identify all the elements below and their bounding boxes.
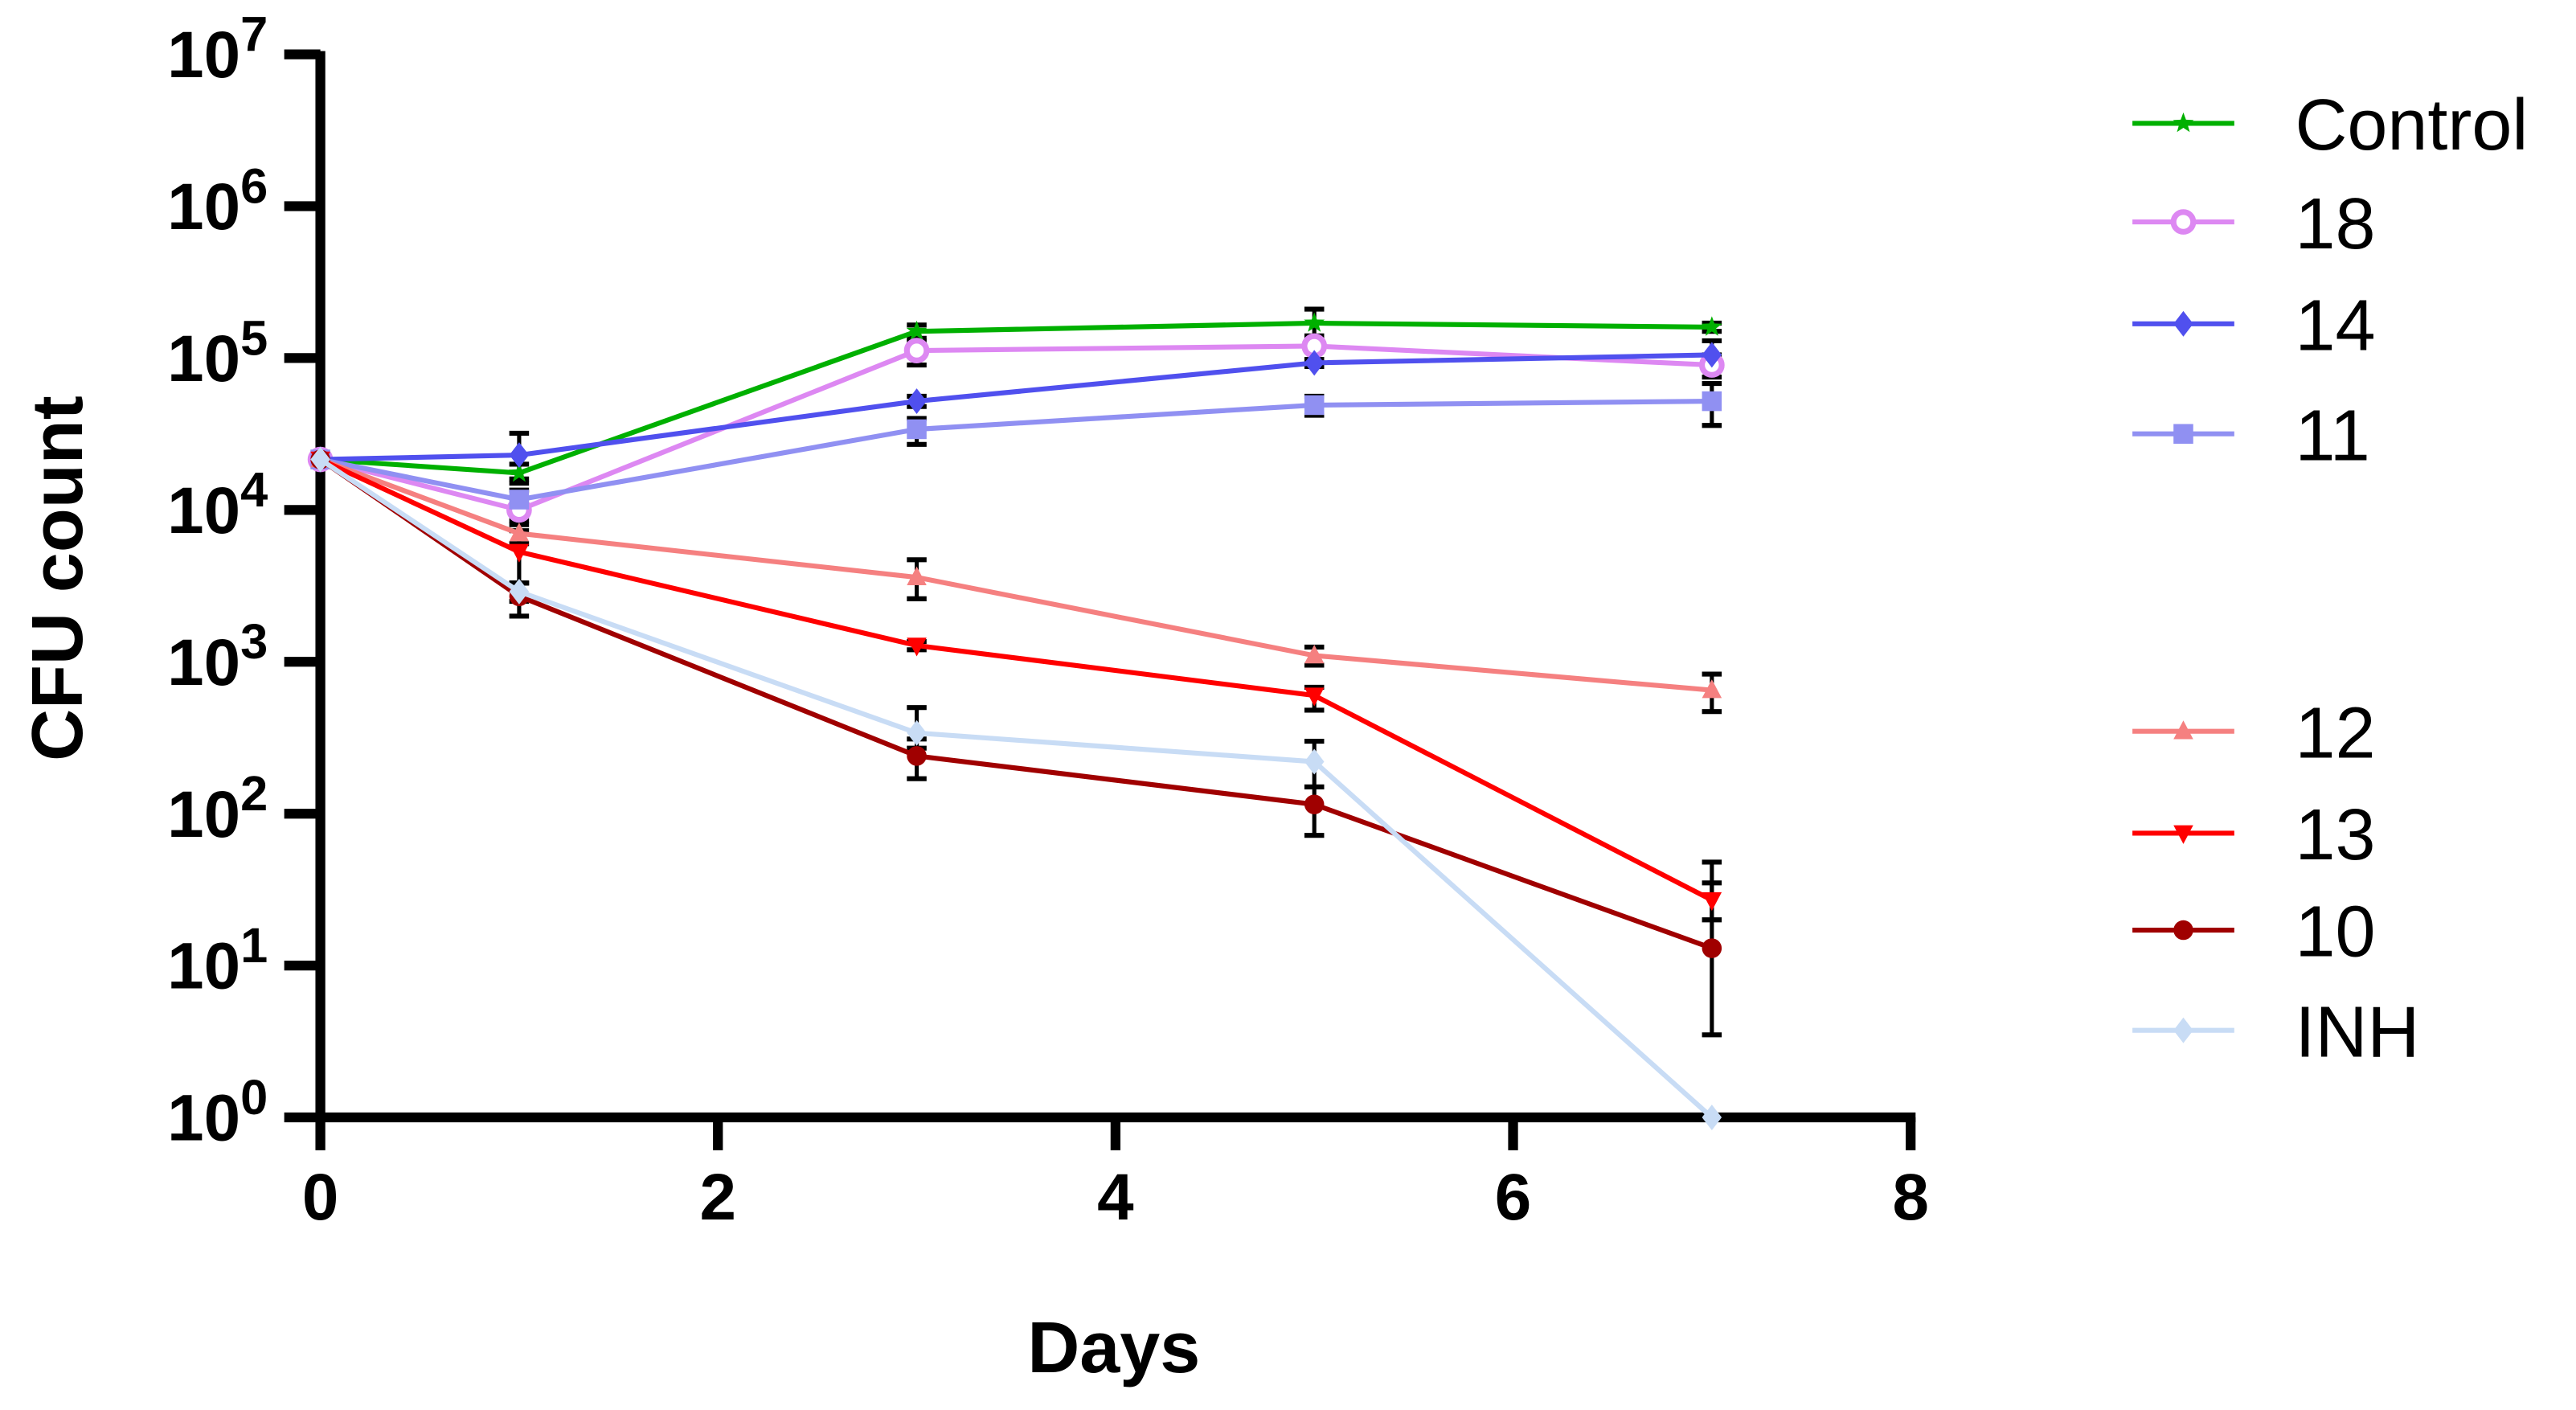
triangle-down-marker bbox=[1304, 687, 1325, 707]
y-tick-label: 100 bbox=[167, 1069, 268, 1155]
diamond-marker bbox=[509, 578, 530, 605]
triangle-up-marker bbox=[2173, 720, 2193, 740]
y-tick-label: 107 bbox=[167, 6, 268, 92]
plot-area: 0 2 4 6 8 100 101 102 103 104 105 106 107 Control 18 14… bbox=[167, 6, 2528, 1233]
circle-marker bbox=[1702, 938, 1722, 958]
series-control-line bbox=[320, 320, 1712, 476]
x-tick-label: 4 bbox=[1097, 1161, 1134, 1234]
diamond-marker bbox=[907, 719, 927, 746]
square-marker bbox=[509, 490, 530, 510]
star-marker bbox=[2173, 112, 2194, 133]
legend-item: 13 bbox=[2132, 795, 2376, 875]
x-tick-label: 8 bbox=[1892, 1161, 1928, 1234]
legend-label: 14 bbox=[2295, 285, 2375, 366]
star-marker bbox=[1304, 312, 1325, 332]
diamond-marker bbox=[1702, 342, 1722, 368]
legend-item: 18 bbox=[2132, 184, 2376, 264]
diamond-marker bbox=[2173, 310, 2193, 337]
circle-marker bbox=[907, 746, 927, 766]
legend-label: 18 bbox=[2295, 184, 2375, 264]
y-tick-label: 105 bbox=[167, 309, 268, 396]
y-axis-label: CFU count bbox=[18, 396, 98, 761]
square-marker bbox=[907, 419, 927, 440]
diamond-marker bbox=[1702, 1105, 1722, 1130]
square-marker bbox=[1304, 395, 1325, 416]
y-tick-label: 102 bbox=[167, 765, 268, 851]
diamond-marker bbox=[310, 446, 330, 473]
triangle-down-marker bbox=[907, 637, 927, 657]
legend: Control 18 14 11 12 13 10 INH bbox=[2132, 85, 2528, 1072]
legend-item: INH bbox=[2132, 992, 2419, 1072]
triangle-down-marker bbox=[2173, 825, 2193, 844]
square-marker bbox=[2173, 424, 2193, 445]
circle-marker bbox=[2173, 920, 2193, 941]
series-13-line bbox=[319, 457, 1714, 903]
open-circle-marker bbox=[903, 338, 930, 363]
triangle-up-marker bbox=[1304, 644, 1325, 664]
series-12 bbox=[310, 449, 1722, 699]
legend-label: INH bbox=[2295, 992, 2419, 1072]
legend-item: Control bbox=[2132, 85, 2528, 166]
series-inh bbox=[310, 446, 1722, 1130]
y-tick-label: 103 bbox=[167, 613, 268, 699]
y-tick-label: 101 bbox=[167, 917, 268, 1003]
square-marker bbox=[1702, 391, 1722, 412]
x-tick-label: 6 bbox=[1495, 1161, 1531, 1234]
legend-label: 13 bbox=[2295, 795, 2375, 875]
legend-item: 14 bbox=[2132, 285, 2376, 366]
triangle-up-marker bbox=[509, 523, 530, 542]
star-marker bbox=[509, 461, 530, 482]
legend-item: 10 bbox=[2132, 892, 2376, 973]
legend-label: 12 bbox=[2295, 693, 2375, 773]
series-14-line bbox=[320, 352, 1712, 462]
series-11-line bbox=[319, 398, 1712, 502]
legend-item: 12 bbox=[2132, 693, 2376, 773]
open-circle-marker bbox=[2170, 209, 2197, 235]
y-tick-label: 104 bbox=[167, 461, 268, 547]
legend-item: 11 bbox=[2132, 396, 2370, 476]
series-inh-line bbox=[318, 457, 1714, 1120]
star-marker bbox=[1701, 316, 1722, 336]
y-tick-label: 106 bbox=[167, 158, 268, 244]
x-tick-label: 2 bbox=[699, 1161, 735, 1234]
triangle-up-marker bbox=[1702, 679, 1722, 699]
x-tick-label: 0 bbox=[302, 1161, 338, 1234]
diamond-marker bbox=[907, 388, 927, 415]
series-14 bbox=[310, 342, 1722, 473]
series-18-line bbox=[319, 343, 1713, 513]
x-axis-label: Days bbox=[1027, 1308, 1200, 1388]
star-marker bbox=[906, 320, 928, 341]
triangle-down-marker bbox=[509, 543, 530, 563]
legend-label: 11 bbox=[2295, 396, 2369, 476]
triangle-up-marker bbox=[907, 566, 927, 585]
legend-label: 10 bbox=[2295, 892, 2375, 973]
diamond-marker bbox=[2173, 1017, 2193, 1043]
legend-label: Control bbox=[2295, 85, 2528, 166]
circle-marker bbox=[1304, 794, 1325, 814]
diamond-marker bbox=[509, 442, 530, 468]
triangle-down-marker bbox=[1702, 891, 1722, 912]
